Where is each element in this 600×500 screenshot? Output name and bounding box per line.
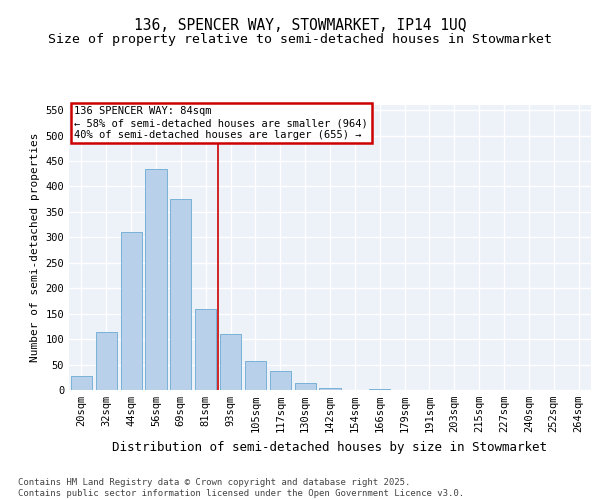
Bar [295,384,316,390]
Bar [170,199,191,390]
Bar [319,388,341,390]
Bar [96,332,117,390]
Bar [121,232,142,390]
Text: 136 SPENCER WAY: 84sqm
← 58% of semi-detached houses are smaller (964)
40% of se: 136 SPENCER WAY: 84sqm ← 58% of semi-det… [74,106,368,140]
Text: 136, SPENCER WAY, STOWMARKET, IP14 1UQ: 136, SPENCER WAY, STOWMARKET, IP14 1UQ [134,18,466,32]
Y-axis label: Number of semi-detached properties: Number of semi-detached properties [30,132,40,362]
Bar [71,376,92,390]
Bar [245,361,266,390]
X-axis label: Distribution of semi-detached houses by size in Stowmarket: Distribution of semi-detached houses by … [113,440,548,454]
Bar [270,371,291,390]
Text: Size of property relative to semi-detached houses in Stowmarket: Size of property relative to semi-detach… [48,32,552,46]
Text: Contains HM Land Registry data © Crown copyright and database right 2025.
Contai: Contains HM Land Registry data © Crown c… [18,478,464,498]
Bar [220,334,241,390]
Bar [145,168,167,390]
Bar [195,308,216,390]
